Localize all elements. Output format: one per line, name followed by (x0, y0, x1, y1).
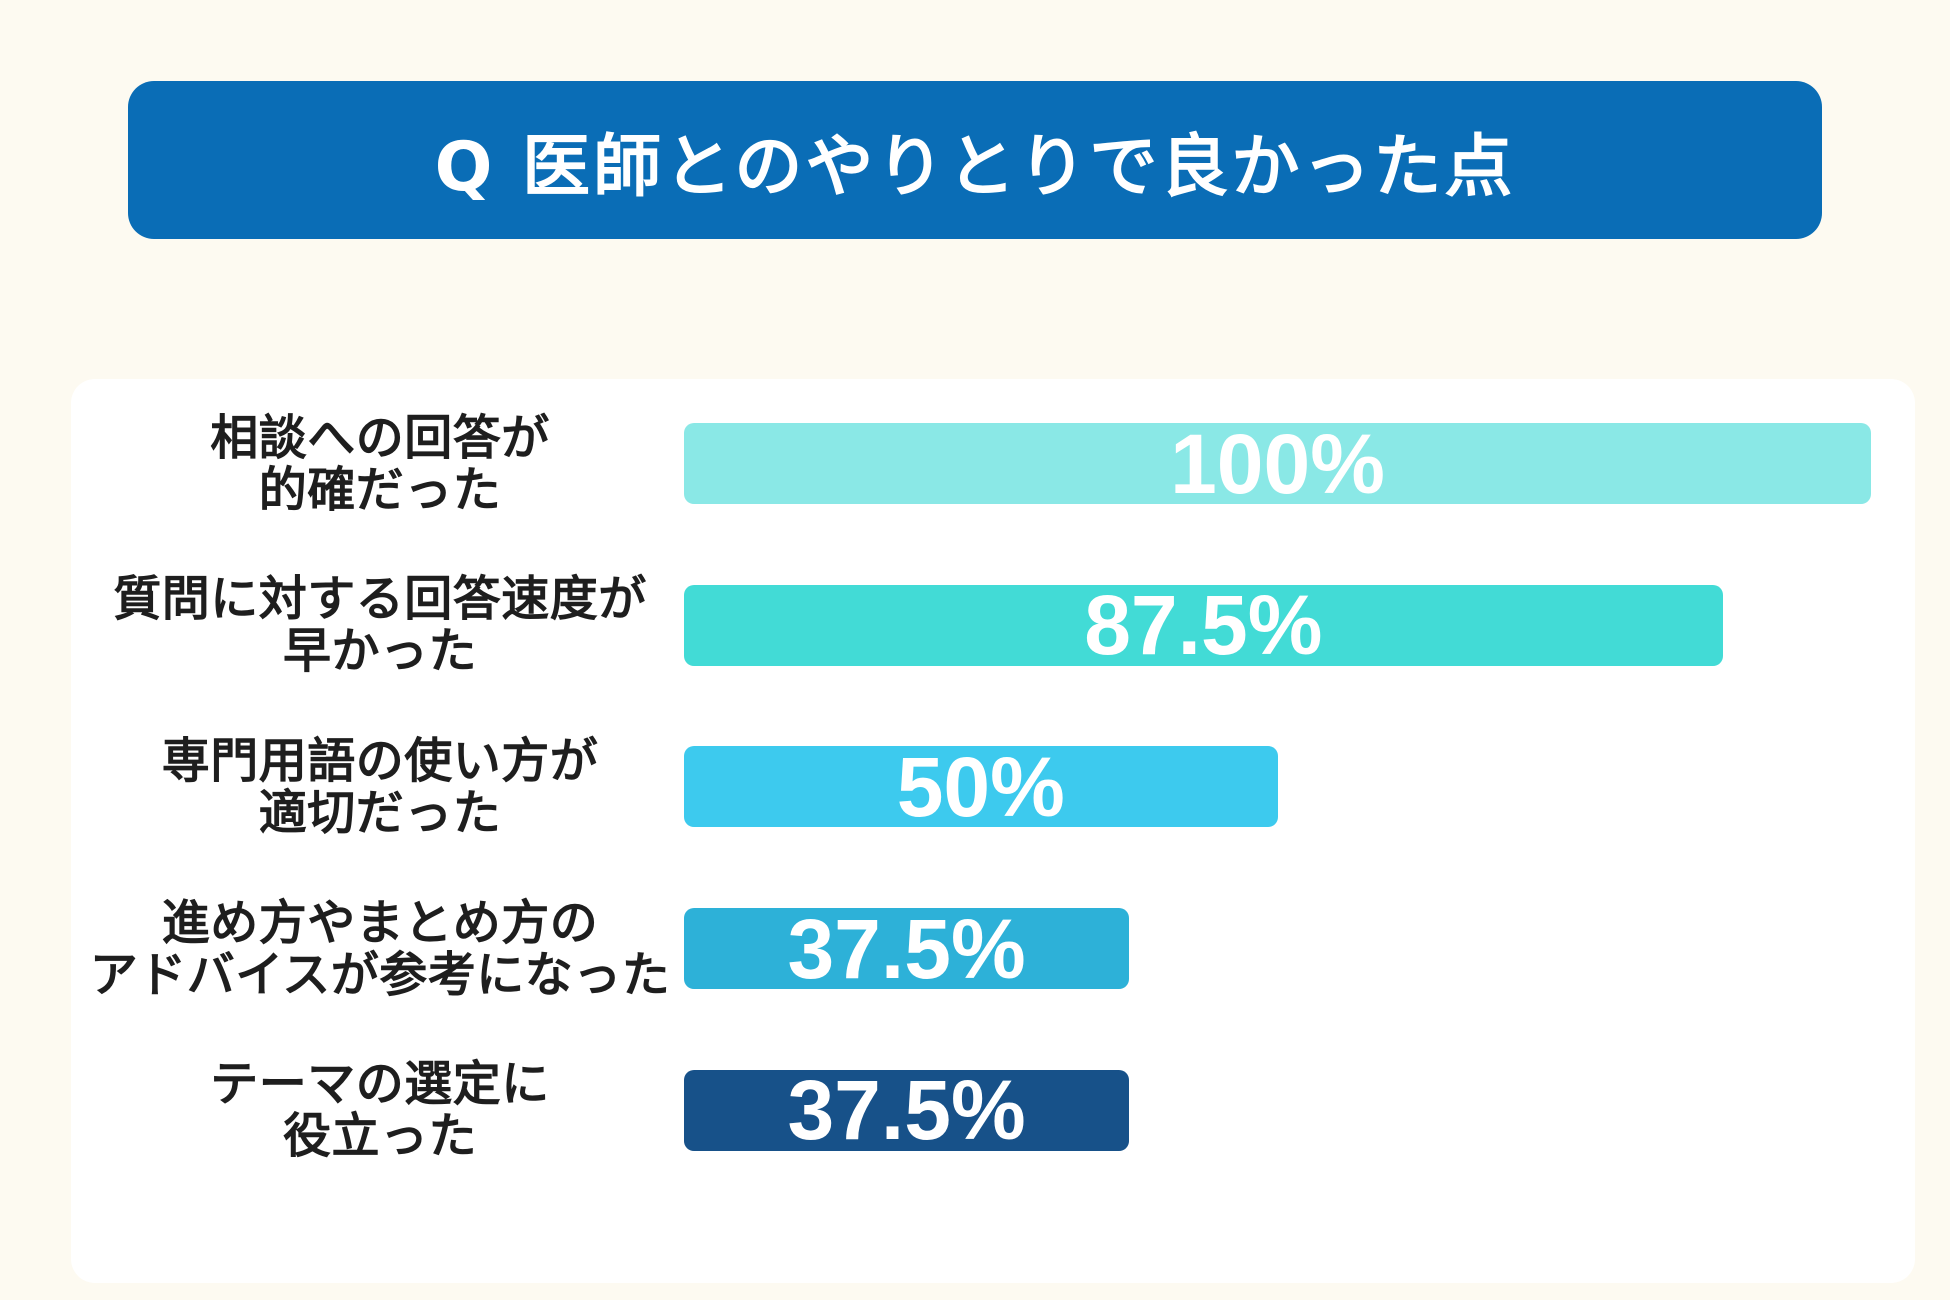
category-label-line: アドバイスが参考になった (89, 946, 671, 1003)
category-label-line: 専門用語の使い方が (161, 732, 599, 789)
chart-row: 相談への回答が 的確だった 100% (71, 412, 1915, 516)
category-label: テーマの選定に 役立った (84, 1058, 676, 1162)
chart-row: 進め方やまとめ方の アドバイスが参考になった 37.5% (71, 897, 1915, 1001)
category-label-line: 質問に対する回答速度が (113, 571, 647, 628)
bar-value-label: 50% (896, 746, 1065, 828)
category-label-line: 進め方やまとめ方の (161, 894, 599, 951)
category-label: 専門用語の使い方が 適切だった (84, 735, 676, 839)
bar-value-label: 100% (1170, 423, 1385, 504)
title-banner: Q 医師とのやりとりで良かった点 (128, 81, 1822, 239)
chart-row: テーマの選定に 役立った 37.5% (71, 1058, 1915, 1162)
chart-row: 質問に対する回答速度が 早かった 87.5% (71, 573, 1915, 677)
bar: 50% (684, 746, 1278, 828)
chart-title: Q 医師とのやりとりで良かった点 (434, 127, 1516, 207)
category-label-line: テーマの選定に (210, 1056, 550, 1113)
chart-panel: 相談への回答が 的確だった 100% 質問に対する回答速度が 早かった 87.5% 専門用語… (71, 379, 1915, 1283)
category-label: 相談への回答が 的確だった (84, 412, 676, 516)
category-label-line: 的確だった (258, 461, 502, 518)
bar: 37.5% (684, 908, 1130, 990)
bar-chart: 相談への回答が 的確だった 100% 質問に対する回答速度が 早かった 87.5% 専門用語… (71, 379, 1915, 1283)
bar: 100% (684, 423, 1871, 504)
category-label-line: 適切だった (258, 784, 502, 841)
category-label-line: 役立った (282, 1108, 477, 1165)
bar-value-label: 87.5% (1084, 584, 1323, 666)
bar-value-label: 37.5% (787, 1069, 1026, 1151)
chart-row: 専門用語の使い方が 適切だった 50% (71, 735, 1915, 839)
category-label: 進め方やまとめ方の アドバイスが参考になった (84, 897, 676, 1001)
bar-value-label: 37.5% (787, 908, 1026, 990)
category-label: 質問に対する回答速度が 早かった (84, 573, 676, 677)
category-label-line: 相談への回答が (210, 409, 550, 466)
bar: 87.5% (684, 584, 1723, 666)
bar: 37.5% (684, 1069, 1130, 1151)
category-label-line: 早かった (282, 623, 477, 680)
